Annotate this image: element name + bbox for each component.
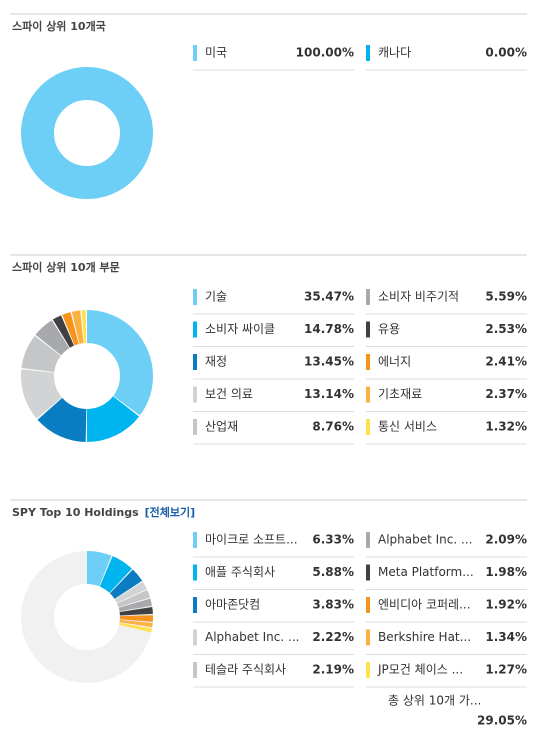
legend-value: 1.98% <box>485 565 527 579</box>
legend-value: 8.76% <box>312 420 354 434</box>
legend-swatch <box>193 564 197 581</box>
section-title: SPY Top 10 Holdings <box>12 506 139 519</box>
donut-slice <box>21 310 153 442</box>
legend-value: 1.34% <box>485 630 527 644</box>
legend-name: 기술 <box>205 290 227 304</box>
legend-name: 캐나다 <box>378 46 411 60</box>
legend-swatch <box>366 45 370 61</box>
legend-name: 에너지 <box>378 355 411 369</box>
legend-name: 테슬라 주식회사 <box>205 663 286 677</box>
legend-swatch <box>366 532 370 548</box>
legend-swatch <box>193 289 197 305</box>
legend-value: 2.37% <box>485 387 527 401</box>
legend-swatch <box>193 354 197 370</box>
legend-swatch <box>366 289 370 305</box>
legend-name: 통신 서비스 <box>378 420 437 434</box>
legend-name: 소비자 비주기적 <box>378 290 459 304</box>
legend-name: 소비자 싸이클 <box>205 322 275 336</box>
legend-name: Alphabet Inc. ... <box>378 533 472 547</box>
total-value: 29.05% <box>477 714 527 728</box>
legend-swatch <box>193 419 197 435</box>
legend-value: 6.33% <box>312 533 354 547</box>
legend-name: 산업재 <box>205 420 238 434</box>
legend-value: 3.83% <box>312 598 354 612</box>
legend-swatch <box>366 662 370 678</box>
legend-name: 보건 의료 <box>205 387 253 401</box>
legend-swatch <box>193 597 197 613</box>
legend-value: 14.78% <box>304 322 354 336</box>
legend-value: 13.14% <box>304 387 354 401</box>
legend-value: 1.32% <box>485 420 527 434</box>
legend-value: 0.00% <box>485 46 527 60</box>
legend-value: 1.27% <box>485 663 527 677</box>
legend-swatch <box>193 629 197 646</box>
legend-swatch <box>366 564 370 581</box>
legend-swatch <box>193 386 197 403</box>
legend-name: JP모건 체이스 ... <box>377 663 463 677</box>
legend-swatch <box>193 532 197 548</box>
legend-swatch <box>193 662 197 678</box>
legend-name: 재정 <box>205 355 227 369</box>
legend-value: 1.92% <box>485 598 527 612</box>
legend-swatch <box>366 321 370 338</box>
donut-slice <box>21 67 153 199</box>
legend-name: 유용 <box>378 322 400 336</box>
legend-value: 5.59% <box>485 290 527 304</box>
legend-swatch <box>366 386 370 403</box>
legend-name: Alphabet Inc. ... <box>205 630 299 644</box>
legend-value: 13.45% <box>304 355 354 369</box>
legend-swatch <box>366 629 370 646</box>
legend-name: 기초재료 <box>378 387 422 401</box>
legend-value: 2.19% <box>312 663 354 677</box>
legend-value: 5.88% <box>312 565 354 579</box>
legend-name: 애플 주식회사 <box>205 565 275 579</box>
legend-swatch <box>366 354 370 370</box>
section-title: 스파이 상위 10개 부문 <box>12 260 120 274</box>
legend-swatch <box>366 597 370 613</box>
view-all-link[interactable]: [전체보기] <box>145 505 196 519</box>
legend-name: 아마존닷컴 <box>205 598 260 612</box>
legend-value: 100.00% <box>296 46 354 60</box>
legend-swatch <box>366 419 370 435</box>
legend-swatch <box>193 45 197 61</box>
donut-slice <box>21 551 153 683</box>
legend-value: 2.41% <box>485 355 527 369</box>
legend-value: 2.53% <box>485 322 527 336</box>
section-title: 스파이 상위 10개국 <box>12 19 106 33</box>
legend-name: Berkshire Hat... <box>378 630 471 644</box>
donut-slice <box>21 310 153 442</box>
legend-name: Meta Platform... <box>378 565 474 579</box>
legend-swatch <box>193 321 197 338</box>
donut-slice <box>21 551 153 683</box>
legend-value: 35.47% <box>304 290 354 304</box>
legend-value: 2.22% <box>312 630 354 644</box>
legend-name: 미국 <box>205 46 227 60</box>
legend-name: 마이크로 소프트... <box>205 533 298 547</box>
donut-slice <box>21 310 153 442</box>
legend-name: 엔비디아 코퍼레... <box>378 598 471 612</box>
legend-value: 2.09% <box>485 533 527 547</box>
total-label: 총 상위 10개 가... <box>388 694 481 708</box>
